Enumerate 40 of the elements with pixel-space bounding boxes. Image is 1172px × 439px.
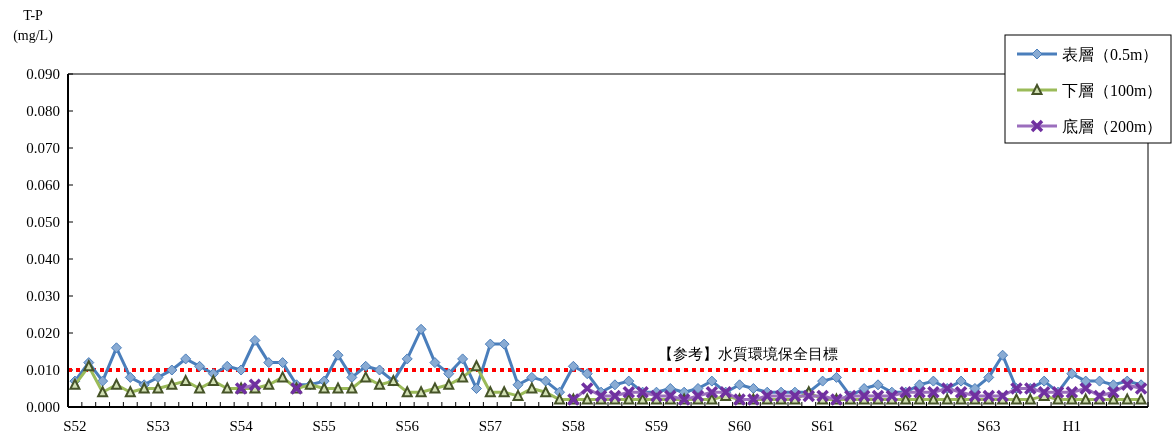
x-tick-label: S54 xyxy=(229,418,254,434)
x-tick-label: H1 xyxy=(1062,418,1082,434)
point xyxy=(1120,378,1134,392)
y-tick-label: 0.050 xyxy=(26,214,60,230)
x-tick-label: S52 xyxy=(63,418,87,434)
x-tick-label: S63 xyxy=(977,418,1001,434)
point xyxy=(1134,381,1148,396)
x-tick-label: S58 xyxy=(561,418,586,434)
point xyxy=(954,385,968,399)
y-tick-label: 0.070 xyxy=(26,140,60,156)
y-tick-label: 0.030 xyxy=(26,288,60,304)
ref-line-label: 【参考】水質環境保全目標 xyxy=(658,346,839,362)
y-tick-label: 0.000 xyxy=(26,399,60,415)
point xyxy=(1065,385,1079,399)
point xyxy=(622,385,636,399)
legend-label: 表層（0.5m） xyxy=(1062,46,1159,63)
point xyxy=(912,385,927,399)
legend-label: 底層（200m） xyxy=(1062,118,1163,135)
point xyxy=(1106,385,1121,399)
y-tick-label: 0.080 xyxy=(26,103,60,119)
y-axis-title: T-P (mg/L) xyxy=(12,7,54,45)
point xyxy=(1078,381,1093,396)
x-tick-label: S55 xyxy=(312,418,336,434)
x-tick-label: S57 xyxy=(478,418,503,434)
y-tick-label: 0.010 xyxy=(26,362,60,378)
x-tick-label: S62 xyxy=(894,418,918,434)
point xyxy=(802,389,816,403)
x-tick-label: S60 xyxy=(727,418,752,434)
x-tick-label: S61 xyxy=(810,418,835,434)
y-tick-label: 0.020 xyxy=(26,325,60,341)
y-tick-label: 0.040 xyxy=(26,251,60,267)
legend-label: 下層（100m） xyxy=(1062,82,1163,99)
x-tick-label: S56 xyxy=(395,418,420,434)
y-tick-label: 0.060 xyxy=(26,177,60,193)
y-tick-label: 0.090 xyxy=(26,66,60,82)
x-tick-label: S59 xyxy=(644,418,669,434)
point xyxy=(580,381,594,396)
x-tick-label: S53 xyxy=(146,418,170,434)
point xyxy=(705,385,719,399)
point xyxy=(926,385,941,399)
